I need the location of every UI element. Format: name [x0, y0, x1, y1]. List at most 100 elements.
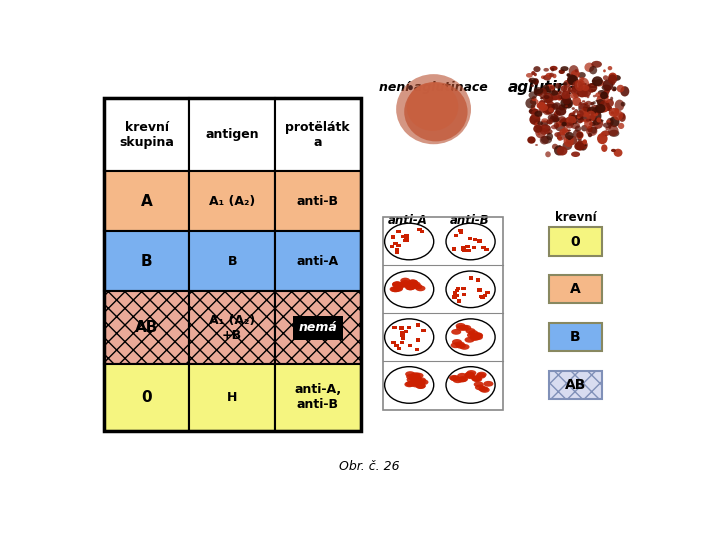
Bar	[395, 230, 400, 233]
Bar	[415, 348, 419, 351]
Ellipse shape	[540, 104, 548, 111]
Ellipse shape	[574, 109, 578, 113]
Ellipse shape	[415, 286, 426, 291]
Bar	[549, 275, 602, 303]
Ellipse shape	[586, 106, 590, 110]
Ellipse shape	[534, 125, 542, 133]
Bar	[391, 235, 395, 239]
Ellipse shape	[593, 112, 598, 116]
Bar	[465, 245, 470, 248]
Ellipse shape	[411, 382, 421, 388]
Bar	[189, 231, 275, 291]
Ellipse shape	[536, 102, 546, 109]
Ellipse shape	[540, 136, 549, 145]
Ellipse shape	[567, 130, 571, 132]
Ellipse shape	[456, 343, 466, 349]
Ellipse shape	[411, 379, 421, 384]
Text: krevní
skupina: krevní skupina	[549, 211, 601, 239]
Bar	[484, 248, 489, 251]
Ellipse shape	[411, 375, 421, 381]
Ellipse shape	[472, 376, 482, 382]
Ellipse shape	[534, 73, 537, 76]
Ellipse shape	[582, 107, 590, 112]
Bar	[418, 228, 422, 231]
Ellipse shape	[568, 78, 571, 80]
Bar	[400, 235, 405, 238]
Ellipse shape	[577, 116, 580, 119]
Bar	[467, 248, 471, 252]
Ellipse shape	[545, 104, 555, 111]
Ellipse shape	[567, 77, 577, 85]
Ellipse shape	[616, 85, 624, 92]
Bar	[416, 323, 420, 327]
Ellipse shape	[529, 114, 541, 125]
Ellipse shape	[599, 100, 610, 112]
Ellipse shape	[613, 75, 621, 81]
Ellipse shape	[588, 119, 592, 121]
Ellipse shape	[583, 110, 590, 117]
Ellipse shape	[587, 126, 593, 132]
Ellipse shape	[398, 281, 408, 287]
Ellipse shape	[612, 86, 616, 91]
Ellipse shape	[545, 151, 551, 157]
Text: 0: 0	[571, 234, 580, 248]
Ellipse shape	[473, 333, 483, 339]
Ellipse shape	[407, 377, 417, 383]
Text: aglutinace: aglutinace	[508, 80, 598, 95]
Ellipse shape	[539, 103, 548, 113]
Ellipse shape	[410, 374, 420, 380]
Ellipse shape	[565, 132, 574, 139]
Ellipse shape	[590, 105, 600, 116]
Bar	[549, 227, 602, 255]
Ellipse shape	[400, 278, 410, 284]
Ellipse shape	[572, 86, 578, 91]
Ellipse shape	[570, 89, 576, 94]
Ellipse shape	[410, 380, 420, 386]
Ellipse shape	[595, 104, 606, 113]
Ellipse shape	[603, 69, 606, 72]
Bar	[454, 234, 459, 237]
Ellipse shape	[562, 94, 571, 105]
Ellipse shape	[542, 85, 549, 92]
Ellipse shape	[544, 68, 549, 72]
Ellipse shape	[597, 99, 604, 106]
Ellipse shape	[558, 145, 561, 148]
Bar	[275, 231, 361, 291]
Bar	[462, 249, 467, 252]
Ellipse shape	[600, 91, 608, 99]
Ellipse shape	[390, 286, 400, 292]
Ellipse shape	[595, 100, 598, 102]
Ellipse shape	[580, 86, 591, 97]
Ellipse shape	[548, 114, 558, 122]
Ellipse shape	[577, 137, 582, 141]
Ellipse shape	[531, 109, 542, 119]
Ellipse shape	[595, 79, 604, 86]
Ellipse shape	[557, 136, 562, 141]
Ellipse shape	[582, 100, 585, 102]
Ellipse shape	[409, 376, 419, 382]
Ellipse shape	[580, 143, 587, 151]
Ellipse shape	[396, 74, 471, 144]
Ellipse shape	[621, 102, 626, 106]
Text: 0: 0	[141, 390, 152, 405]
Ellipse shape	[384, 367, 433, 403]
Ellipse shape	[415, 383, 426, 389]
Ellipse shape	[554, 123, 559, 129]
Ellipse shape	[579, 102, 582, 105]
Ellipse shape	[611, 80, 615, 85]
Ellipse shape	[555, 107, 567, 116]
Ellipse shape	[568, 138, 571, 140]
Ellipse shape	[549, 107, 554, 112]
Ellipse shape	[570, 114, 578, 120]
Bar	[393, 242, 397, 245]
Text: protëlátk
a: protëlátk a	[285, 120, 350, 148]
Ellipse shape	[541, 118, 548, 123]
Text: B: B	[141, 254, 153, 268]
Bar	[482, 294, 487, 297]
Ellipse shape	[562, 141, 572, 150]
Ellipse shape	[567, 75, 577, 85]
Ellipse shape	[609, 77, 613, 81]
Ellipse shape	[606, 126, 608, 130]
Bar	[461, 287, 465, 290]
Ellipse shape	[584, 85, 590, 90]
